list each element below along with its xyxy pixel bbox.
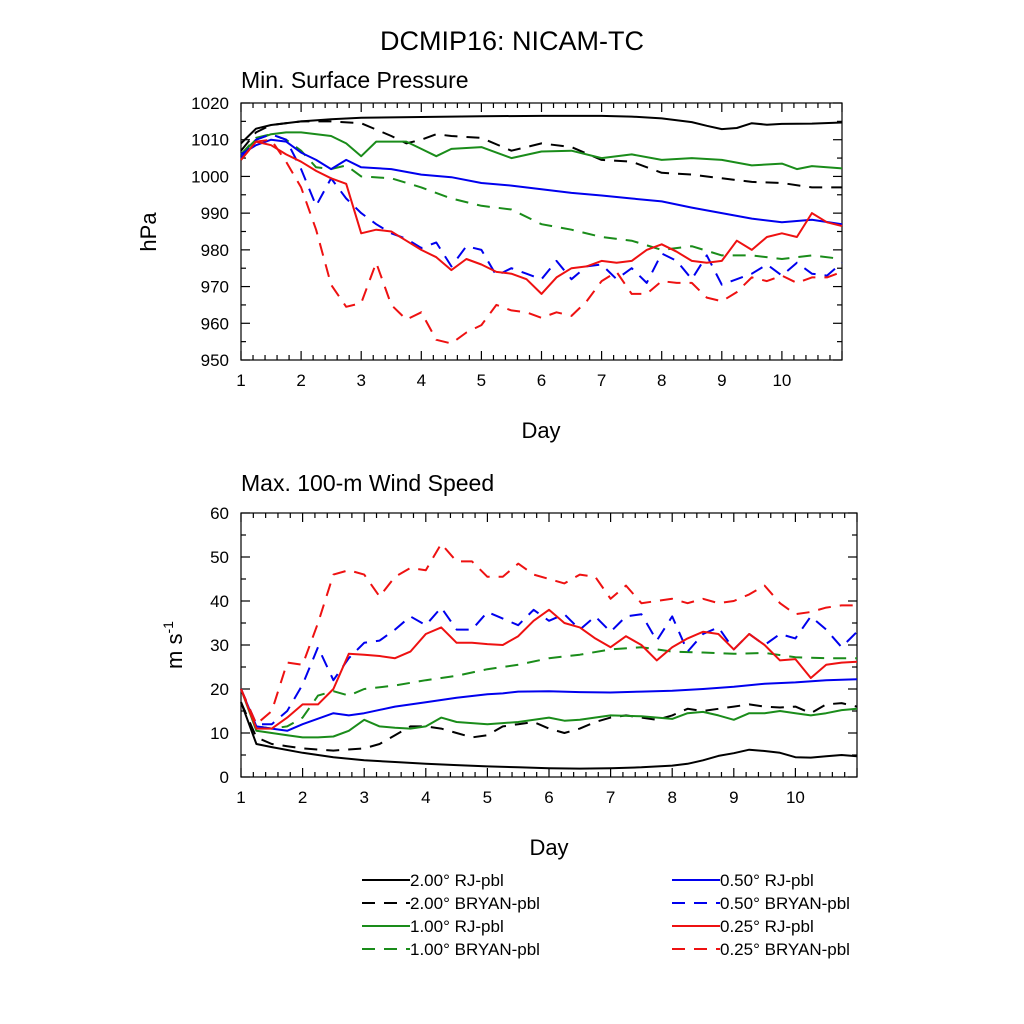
wind-series-line-4 [240,678,858,732]
wind-y-tick-label: 10 [210,724,229,743]
pressure-y-tick-label: 970 [201,278,229,297]
legend-item-label: 2.00° RJ-pbl [410,871,504,890]
pressure-y-tick-label: 1020 [191,94,229,113]
wind-series-line-6 [240,608,858,730]
wind-x-tick-label: 3 [359,788,368,807]
pressure-y-tick-label: 1010 [191,131,229,150]
pressure-panel-title: Min. Surface Pressure [241,67,469,93]
wind-series-line-2 [240,688,858,739]
pressure-series-line-6 [240,140,843,295]
pressure-series-line-2 [240,131,843,171]
wind-series-line-3 [240,646,857,730]
pressure-x-tick-label: 8 [657,371,666,390]
legend-item-label: 0.25° BRYAN-pbl [720,940,850,959]
pressure-y-tick-label: 1000 [191,167,229,186]
legend-item-label: 0.50° BRYAN-pbl [720,894,850,913]
pressure-y-axis-label: hPa [136,212,161,252]
pressure-x-tick-label: 7 [597,371,606,390]
pressure-x-tick-label: 1 [236,371,245,390]
legend-item-label: 2.00° BRYAN-pbl [410,894,540,913]
pressure-x-tick-label: 4 [417,371,426,390]
wind-series-line-7 [240,542,857,726]
figure-title: DCMIP16: NICAM-TC [380,26,644,56]
pressure-series-line-0 [240,114,843,145]
wind-y-tick-label: 60 [210,504,229,523]
wind-x-tick-label: 1 [236,788,245,807]
pressure-x-tick-label: 6 [537,371,546,390]
legend-item-label: 1.00° BRYAN-pbl [410,940,540,959]
wind-panel-title: Max. 100-m Wind Speed [241,470,494,496]
legend-item-label: 0.25° RJ-pbl [720,917,814,936]
wind-y-tick-label: 0 [220,768,229,787]
pressure-series-line-7 [240,138,843,345]
pressure-series-line-1 [240,120,842,189]
wind-x-tick-label: 8 [667,788,676,807]
wind-series-line-5 [240,606,858,726]
wind-y-tick-label: 20 [210,680,229,699]
pressure-series-line-4 [240,138,843,226]
wind-x-tick-label: 7 [606,788,615,807]
legend: 2.00° RJ-pbl 2.00° BRYAN-pbl 1.00° RJ-pbl 1… [362,871,850,959]
legend-item-label: 0.50° RJ-pbl [720,871,814,890]
wind-x-axis-label: Day [529,835,568,860]
pressure-y-tick-label: 980 [201,241,229,260]
pressure-x-tick-label: 2 [296,371,305,390]
legend-item-label: 1.00° RJ-pbl [410,917,504,936]
pressure-y-tick-label: 990 [201,204,229,223]
wind-y-axis-label-visible: m s-1 [160,621,187,669]
pressure-x-tick-label: 3 [356,371,365,390]
pressure-x-tick-label: 10 [772,371,791,390]
wind-x-tick-label: 5 [483,788,492,807]
pressure-x-tick-label: 5 [477,371,486,390]
pressure-plot-area: 1 2 3 4 5 6 7 8 9 10 950 960 970 980 990 1000 1010 1020 [191,94,843,390]
wind-y-tick-label: 40 [210,592,229,611]
pressure-x-axis-label: Day [521,418,560,443]
pressure-series-line-5 [240,133,843,286]
wind-x-tick-label: 10 [786,788,805,807]
pressure-y-tick-label: 950 [201,351,229,370]
wind-x-tick-label: 9 [729,788,738,807]
wind-x-tick-label: 4 [421,788,430,807]
wind-series-line-1 [240,701,858,752]
wind-series-line-0 [240,701,858,770]
wind-y-tick-label: 30 [210,636,229,655]
wind-x-tick-label: 6 [544,788,553,807]
wind-y-tick-label: 50 [210,548,229,567]
wind-panel: Max. 100-m Wind Speed Day m s-1 1 2 3 4 5 6 7 8… [160,470,858,860]
wind-x-tick-label: 2 [298,788,307,807]
pressure-y-tick-label: 960 [201,314,229,333]
pressure-series-line-3 [240,133,843,260]
pressure-x-tick-label: 9 [717,371,726,390]
pressure-plot-frame [240,102,843,361]
wind-plot-area: 1 2 3 4 5 6 7 8 9 10 0 10 20 30 40 50 60 [210,504,858,807]
